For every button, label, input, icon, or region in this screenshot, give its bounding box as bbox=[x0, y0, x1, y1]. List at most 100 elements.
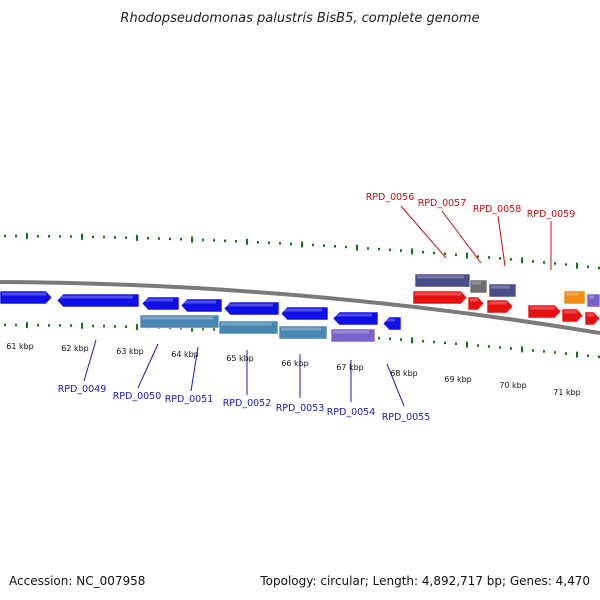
tick-mark bbox=[202, 238, 204, 242]
gene-label[interactable]: RPD_0057 bbox=[418, 198, 467, 209]
gene-highlight bbox=[564, 310, 577, 314]
tick-mark bbox=[466, 252, 468, 259]
gene-label[interactable]: RPD_0051 bbox=[165, 394, 214, 405]
tick-mark bbox=[125, 325, 127, 328]
tick-mark bbox=[378, 336, 380, 340]
gene-highlight bbox=[566, 292, 579, 296]
pointer-line bbox=[83, 339, 97, 382]
kbp-label: 69 kbp bbox=[444, 375, 472, 384]
tick-mark bbox=[378, 247, 380, 251]
gene-label[interactable]: RPD_0052 bbox=[223, 398, 272, 409]
gene-block[interactable] bbox=[469, 279, 488, 294]
tick-mark bbox=[136, 234, 138, 241]
tick-mark bbox=[114, 325, 116, 328]
tick-mark bbox=[422, 339, 424, 343]
tick-mark bbox=[26, 233, 28, 240]
tick-mark bbox=[356, 244, 358, 251]
gene-block[interactable] bbox=[527, 304, 562, 319]
gene-label[interactable]: RPD_0055 bbox=[382, 412, 431, 423]
gene-highlight bbox=[587, 313, 594, 317]
tick-mark bbox=[213, 239, 215, 242]
gene-highlight bbox=[333, 330, 369, 334]
tick-mark bbox=[554, 351, 556, 354]
tick-mark bbox=[422, 250, 424, 254]
gene-block[interactable] bbox=[56, 293, 140, 308]
tick-mark bbox=[499, 346, 501, 349]
kbp-label: 68 kbp bbox=[390, 369, 418, 378]
tick-mark bbox=[202, 327, 204, 331]
kbp-label: 64 kbp bbox=[171, 350, 199, 359]
gene-block[interactable] bbox=[488, 283, 517, 298]
gene-block[interactable] bbox=[223, 301, 280, 316]
gene-highlight bbox=[417, 275, 464, 279]
kbp-label: 61 kbp bbox=[6, 342, 34, 351]
gene-block[interactable] bbox=[412, 290, 468, 305]
gene-label[interactable]: RPD_0050 bbox=[113, 391, 162, 402]
gene-label[interactable]: RPD_0058 bbox=[473, 204, 522, 215]
tick-mark bbox=[81, 322, 83, 329]
gene-label[interactable]: RPD_0056 bbox=[366, 192, 415, 203]
label-pointers bbox=[83, 205, 552, 407]
tick-mark bbox=[389, 248, 391, 252]
pointer-line bbox=[137, 343, 159, 389]
outer-tick-track bbox=[4, 233, 600, 270]
genome-title: Rhodopseudomonas palustris BisB5, comple… bbox=[120, 11, 479, 26]
tick-mark bbox=[246, 238, 248, 245]
tick-mark bbox=[235, 240, 237, 243]
tick-mark bbox=[4, 234, 6, 238]
gene-block[interactable] bbox=[584, 311, 600, 326]
gene-block[interactable] bbox=[180, 298, 223, 313]
gene-highlight bbox=[142, 316, 213, 320]
tick-mark bbox=[455, 253, 457, 256]
kbp-label: 63 kbp bbox=[116, 347, 144, 356]
tick-mark bbox=[180, 237, 182, 241]
gene-highlight bbox=[2, 292, 46, 296]
tick-mark bbox=[114, 236, 116, 239]
tick-mark bbox=[59, 324, 61, 327]
kbp-scale-labels: 61 kbp 62 kbp 63 kbp 64 kbp 65 kbp 66 kbp 67 k… bbox=[6, 342, 581, 397]
gene-block[interactable] bbox=[280, 306, 329, 321]
tick-mark bbox=[499, 257, 501, 260]
tick-mark bbox=[290, 242, 292, 246]
tick-mark bbox=[389, 337, 391, 341]
gene-labels: RPD_0049 RPD_0050 RPD_0051 RPD_0052 RPD_0053… bbox=[58, 192, 576, 423]
gene-block[interactable] bbox=[330, 328, 376, 343]
gene-block[interactable] bbox=[486, 299, 514, 314]
tick-mark bbox=[125, 236, 127, 239]
tick-mark bbox=[521, 257, 523, 264]
gene-block[interactable] bbox=[218, 320, 279, 335]
tick-mark bbox=[587, 265, 589, 269]
gene-label[interactable]: RPD_0059 bbox=[527, 209, 576, 220]
gene-block[interactable] bbox=[586, 293, 600, 308]
pointer-line bbox=[497, 215, 506, 267]
gene-block[interactable] bbox=[561, 308, 584, 323]
tick-mark bbox=[345, 245, 347, 249]
tick-mark bbox=[81, 233, 83, 240]
pointer-line bbox=[441, 210, 482, 264]
gene-block[interactable] bbox=[382, 316, 402, 331]
kbp-label: 65 kbp bbox=[226, 354, 254, 363]
gene-highlight bbox=[283, 308, 322, 312]
gene-label[interactable]: RPD_0053 bbox=[276, 403, 325, 414]
gene-block[interactable] bbox=[141, 296, 180, 311]
gene-label[interactable]: RPD_0054 bbox=[327, 407, 376, 418]
pointer-line bbox=[386, 363, 405, 407]
gene-highlight bbox=[59, 295, 133, 299]
topology-text: Topology: circular; Length: 4,892,717 bp… bbox=[260, 574, 590, 588]
gene-block[interactable] bbox=[332, 311, 379, 326]
tick-mark bbox=[48, 235, 50, 238]
tick-mark bbox=[488, 345, 490, 348]
gene-highlight bbox=[144, 298, 173, 302]
tick-mark bbox=[37, 323, 39, 327]
tick-mark bbox=[4, 323, 6, 327]
tick-mark bbox=[598, 266, 600, 270]
gene-block[interactable] bbox=[278, 325, 328, 340]
gene-label[interactable]: RPD_0049 bbox=[58, 384, 107, 395]
gene-block[interactable] bbox=[0, 290, 53, 305]
pointer-line bbox=[190, 346, 199, 392]
gene-block[interactable] bbox=[563, 290, 586, 305]
gene-highlight bbox=[472, 281, 481, 285]
tick-mark bbox=[367, 247, 369, 250]
tick-mark bbox=[169, 237, 171, 241]
gene-block[interactable] bbox=[467, 296, 485, 311]
